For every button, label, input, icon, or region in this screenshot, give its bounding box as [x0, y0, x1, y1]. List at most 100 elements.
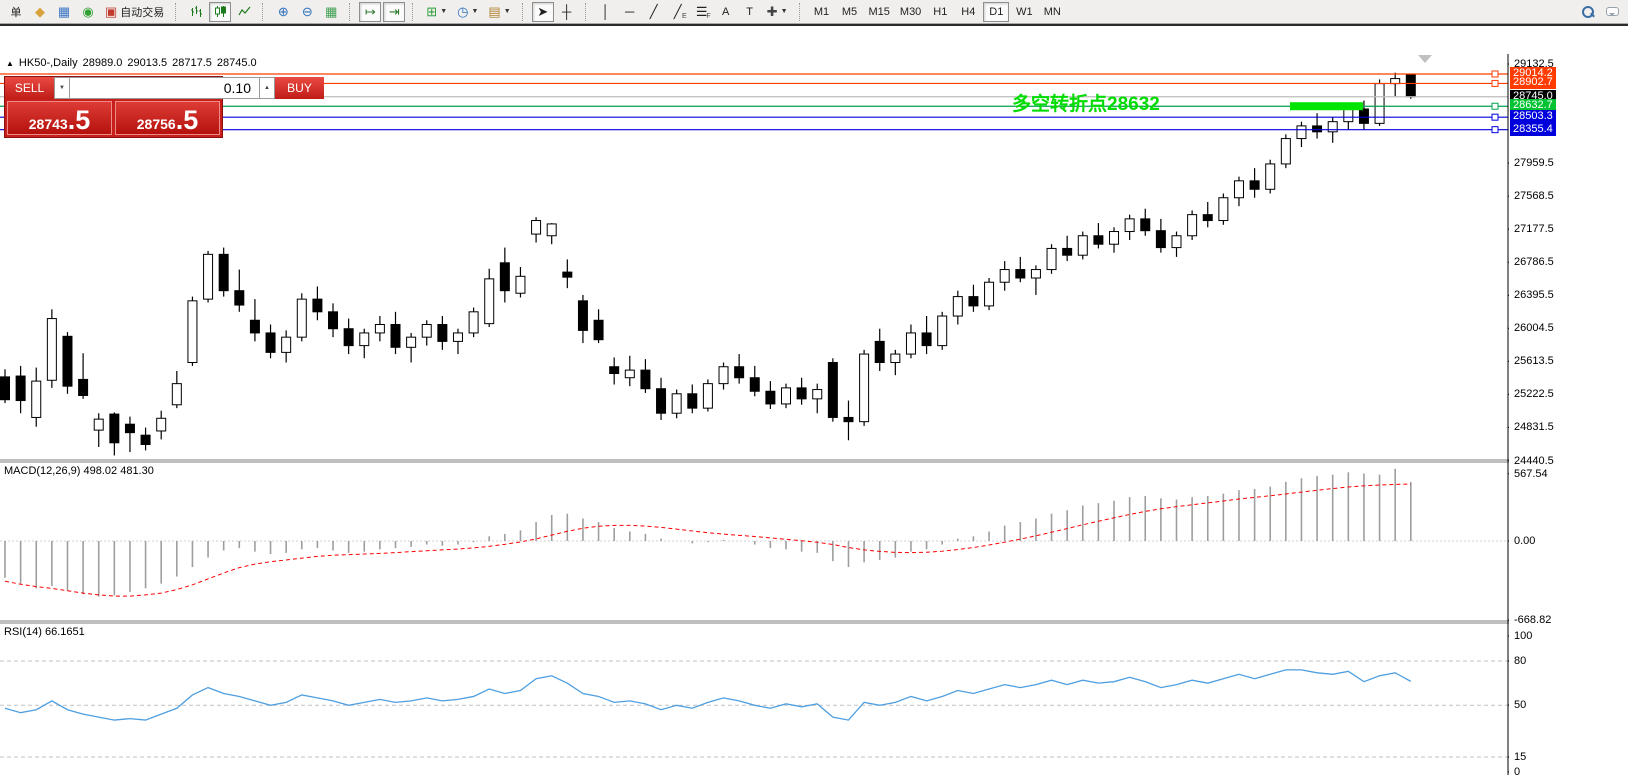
candle-body: [765, 390, 776, 405]
macd-header: MACD(12,26,9) 498.02 481.30: [4, 465, 154, 477]
autotrading-button-glyph: ▣: [105, 4, 118, 19]
market-watch-icon[interactable]: ▦: [53, 2, 75, 22]
zoom-out-button[interactable]: ⊖: [296, 2, 318, 22]
candle-body: [515, 275, 526, 294]
volume-input[interactable]: [70, 77, 259, 99]
candle-body: [0, 376, 10, 401]
dropdown-caret-icon[interactable]: ▼: [780, 8, 788, 15]
candle-body: [1155, 230, 1166, 249]
search-icon[interactable]: [1577, 2, 1599, 22]
timeframe-W1[interactable]: W1: [1016, 5, 1033, 18]
line-chart-button[interactable]: [233, 2, 255, 22]
chart-shift-button[interactable]: ⇥: [383, 1, 406, 22]
charts-menu-icon-glyph: ◆: [35, 4, 45, 19]
cursor-button[interactable]: ➤: [531, 1, 554, 22]
tile-windows-button[interactable]: ▦: [320, 2, 342, 22]
bid-price-box[interactable]: 28743.5: [7, 101, 112, 135]
candle-body: [249, 319, 260, 334]
collapse-icon[interactable]: ▲: [6, 58, 14, 68]
candlestick-chart-button[interactable]: [209, 1, 232, 22]
auto-scroll-button[interactable]: ↦: [359, 1, 382, 22]
dropdown-caret-icon[interactable]: ▼: [440, 8, 448, 15]
timeframe-M5[interactable]: M5: [841, 5, 858, 18]
price-axis-tick-label: 26786.5: [1514, 256, 1554, 269]
arrows-button[interactable]: ✚ ▼: [763, 2, 792, 22]
timeframe-M30[interactable]: M30: [899, 5, 922, 18]
level-line-handle[interactable]: [1491, 113, 1499, 121]
level-price-label[interactable]: 28503.3: [1510, 110, 1556, 124]
dropdown-caret-icon[interactable]: ▼: [503, 8, 511, 15]
timeframe-M15[interactable]: M15: [868, 5, 890, 18]
chart-canvas[interactable]: [0, 52, 1628, 775]
ask-price-box[interactable]: 28756.5: [115, 101, 220, 135]
candle-body: [1015, 269, 1026, 279]
candle-body: [452, 332, 463, 342]
autotrading-button[interactable]: ▣ 自动交易: [101, 2, 168, 22]
candle-body: [999, 269, 1010, 283]
fibonacci-button[interactable]: ☰ F: [691, 2, 713, 22]
timeframe-H4[interactable]: H4: [961, 5, 976, 18]
timeframe-H1[interactable]: H1: [933, 5, 948, 18]
candle-body: [1280, 138, 1291, 165]
fibonacci-button-sub: F: [706, 12, 711, 20]
price-axis-tick-label: 27959.5: [1514, 157, 1554, 170]
level-price-label[interactable]: 28902.7: [1510, 76, 1556, 90]
level-line-handle[interactable]: [1491, 126, 1499, 134]
macd-label: MACD(12,26,9): [4, 465, 81, 477]
candle-body: [1030, 269, 1041, 279]
timeframe-M1[interactable]: M1: [813, 5, 830, 18]
text-button[interactable]: A: [715, 2, 737, 22]
one-click-trading-panel: SELL ▼ ▲ BUY 28743.5 28756.5: [4, 76, 324, 138]
horizontal-line-button[interactable]: ─: [619, 2, 641, 22]
chart-header: ▲ HK50-,Daily 28989.0 29013.5 28717.5 28…: [6, 57, 257, 69]
crosshair-button[interactable]: ┼: [556, 2, 578, 22]
templates-button[interactable]: ▤ ▼: [484, 2, 514, 22]
level-line-handle[interactable]: [1491, 79, 1499, 87]
chart-shift-button-glyph: ⇥: [388, 4, 400, 19]
trendline-button-glyph: ╱: [649, 4, 658, 19]
periods-button[interactable]: ◷ ▼: [453, 2, 482, 22]
candle-body: [718, 366, 729, 385]
trendline-button[interactable]: ╱: [643, 2, 665, 22]
dropdown-caret-icon[interactable]: ▼: [471, 8, 479, 15]
volume-increase-button[interactable]: ▲: [259, 77, 275, 99]
candle-body: [265, 332, 276, 353]
level-line-handle[interactable]: [1491, 70, 1499, 78]
volume-decrease-button[interactable]: ▼: [54, 77, 70, 99]
market-watch-icon-glyph: ▦: [57, 4, 71, 19]
candle-body: [577, 300, 588, 331]
level-price-label[interactable]: 28632.7: [1510, 99, 1556, 113]
equidistant-channel-button[interactable]: ╱ E: [667, 2, 689, 22]
text-button-label: A: [721, 5, 730, 18]
candle-body: [1140, 218, 1151, 232]
level-line-handle[interactable]: [1491, 102, 1499, 110]
zoom-in-button[interactable]: ⊕: [272, 2, 294, 22]
main-toolbar: 单 ◆ ▦ ◉ ▣ 自动交易 ⊕ ⊖ ▦ ↦ ⇥ ⊞ ▼ ◷ ▼ ▤ ▼ ➤ ┼ │ ─ ╱ ╱ E ☰ F A T ✚ ▼ M1 M5 M15…: [0, 0, 1628, 24]
candle-body: [140, 434, 151, 445]
candle-body: [499, 262, 510, 292]
price-axis[interactable]: 29132.5 27959.5 27568.5 27177.5 26786.5 26395…: [1509, 52, 1628, 775]
charts-menu-icon[interactable]: ◆: [29, 2, 51, 22]
indicators-button[interactable]: ⊞ ▼: [422, 2, 451, 22]
macd-axis-tick-label: 567.54: [1514, 467, 1548, 480]
level-price-label[interactable]: 28355.4: [1510, 122, 1556, 136]
chart-shift-marker-icon[interactable]: [1418, 55, 1432, 63]
timeframe-D1[interactable]: D1: [983, 1, 1010, 22]
timeframe-MN[interactable]: MN: [1043, 5, 1061, 18]
sell-button[interactable]: SELL: [5, 77, 54, 99]
bar-chart-button[interactable]: [185, 2, 207, 22]
vertical-line-button[interactable]: │: [595, 2, 617, 22]
price-axis-tick-label: 27177.5: [1514, 223, 1554, 236]
community-chat-icon[interactable]: [1601, 2, 1623, 22]
new-order-button[interactable]: 单: [5, 2, 27, 22]
candle-body: [78, 378, 89, 396]
signals-icon[interactable]: ◉: [77, 2, 99, 22]
candle-body: [328, 311, 339, 330]
candle-body: [827, 362, 838, 418]
pivot-annotation-text[interactable]: 多空转折点28632: [1012, 94, 1160, 115]
text-label-button[interactable]: T: [739, 2, 761, 22]
pivot-highlight-bar[interactable]: [1290, 102, 1363, 111]
buy-button[interactable]: BUY: [275, 77, 324, 99]
candle-body: [1327, 121, 1338, 133]
